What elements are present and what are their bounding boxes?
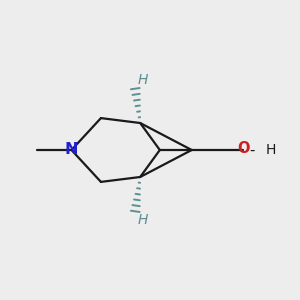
Text: O: O <box>237 141 250 156</box>
Text: -: - <box>249 142 255 158</box>
Text: H: H <box>137 73 148 87</box>
Text: N: N <box>65 142 78 158</box>
Text: H: H <box>137 213 148 227</box>
Text: H: H <box>265 143 276 157</box>
